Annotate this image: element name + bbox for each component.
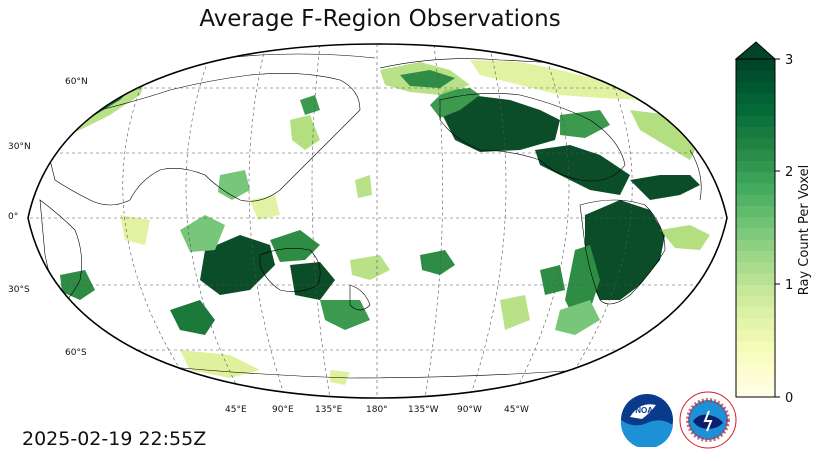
graticule — [28, 44, 727, 398]
lon-label-90w: 90°W — [457, 405, 482, 415]
globe-outline — [27, 43, 728, 399]
lat-label-30n: 30°N — [8, 142, 31, 152]
lon-label-45w: 45°W — [504, 405, 529, 415]
noaa-logo: NOAA — [620, 394, 673, 447]
lon-label-135e: 135°E — [315, 405, 343, 415]
lat-label-60n: 60°N — [65, 77, 88, 87]
lon-label-180: 180° — [366, 405, 388, 415]
lon-label-45e: 45°E — [225, 405, 247, 415]
lat-label-60s: 60°S — [65, 348, 87, 358]
lon-label-90e: 90°E — [272, 405, 294, 415]
lat-label-0: 0° — [8, 212, 18, 222]
nws-logo — [679, 391, 737, 449]
lat-label-30s: 30°S — [8, 285, 30, 295]
map-title: Average F-Region Observations — [199, 6, 561, 32]
ray-count-layer — [45, 55, 710, 385]
lon-label-135w: 135°W — [408, 405, 439, 415]
noaa-logo-text: NOAA — [635, 406, 659, 415]
timestamp: 2025-02-19 22:55Z — [22, 428, 207, 450]
